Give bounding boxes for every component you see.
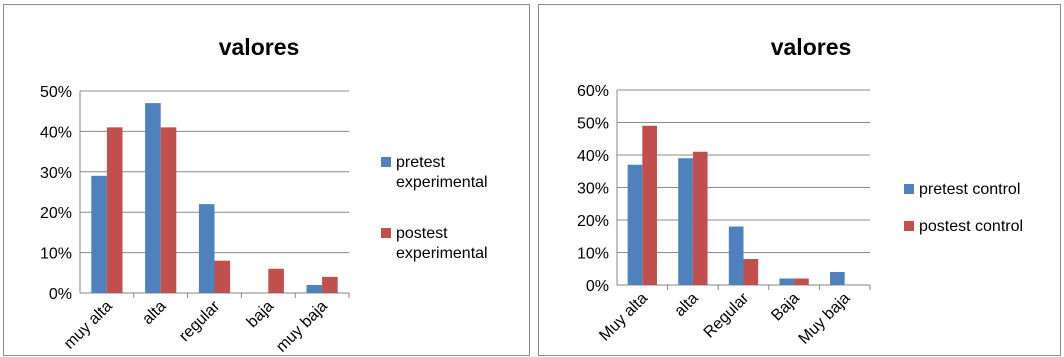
y-tick-label: 50%	[577, 116, 609, 133]
bar-pretest-experimental-muy-alta	[91, 175, 107, 293]
bar-pretest-experimental-muy-baja	[306, 284, 323, 293]
chart-right-svg: valores 0% 10% 20% 30% 40% 50% 60% Muy alta altaR…	[577, 34, 1023, 348]
bar-pretest-control-muy-alta	[627, 164, 643, 285]
x-tick-label: baja	[244, 298, 277, 331]
chart-title: valores	[771, 34, 852, 60]
legend-label: pretest control	[919, 181, 1020, 198]
legend-swatch	[904, 221, 914, 231]
bar-postest-experimental-muy-baja	[322, 276, 338, 293]
x-tick-label: Muy baja	[796, 290, 854, 348]
bar-postest-control-alta	[692, 151, 708, 285]
y-tick-label: 20%	[577, 213, 609, 230]
bar-postest-experimental-regular	[214, 260, 231, 293]
x-tick-label: Baja	[768, 290, 803, 325]
legend-swatch	[904, 184, 914, 194]
x-tick-label: alta	[671, 290, 701, 320]
y-tick-label: 40%	[40, 124, 72, 141]
x-tick-label: muy alta	[61, 298, 116, 353]
x-tick-label: alta	[139, 298, 169, 328]
y-tick-label: 10%	[40, 246, 72, 263]
bar-postest-experimental-muy-alta	[106, 127, 123, 293]
y-tick-label: 40%	[577, 148, 609, 165]
x-tick-label: muy baja	[273, 298, 331, 356]
chart-left-svg: valores 0% 10% 20% 30% 40% 50% muy alta alta regu…	[40, 34, 488, 356]
y-tick-label: 30%	[40, 165, 72, 182]
bar-postest-experimental-alta	[160, 127, 177, 293]
x-tick-label: Muy alta	[596, 290, 651, 345]
y-tick-label: 50%	[40, 84, 72, 101]
y-tick-label: 10%	[577, 246, 609, 263]
chart-title: valores	[219, 34, 300, 60]
legend-label: postest experimental	[396, 225, 488, 262]
legend-swatch	[381, 157, 391, 167]
legend-label: pretest experimental	[396, 154, 488, 191]
bar-postest-control-regular	[743, 259, 759, 285]
bar-pretest-experimental-regular	[198, 204, 215, 293]
y-tick-label: 20%	[40, 205, 72, 222]
bar-pretest-control-muy-baja	[830, 272, 845, 285]
x-tick-label: Regular	[701, 289, 753, 341]
y-tick-label: 0%	[586, 278, 609, 295]
bar-pretest-control-alta	[678, 158, 693, 285]
chart-panel-left: valores 0% 10% 20% 30% 40% 50% muy alta alta regu…	[3, 4, 530, 356]
bar-pretest-control-regular	[728, 226, 744, 285]
bar-pretest-control-baja	[779, 278, 795, 285]
bar-postest-control-muy-alta	[642, 125, 657, 285]
y-tick-label: 0%	[49, 286, 72, 303]
x-tick-label: regular	[176, 297, 224, 345]
chart-panel-right: valores 0% 10% 20% 30% 40% 50% 60% Muy alta alta R…	[538, 4, 1061, 356]
y-tick-label: 30%	[577, 181, 609, 198]
bar-pretest-experimental-alta	[145, 103, 161, 294]
bar-postest-experimental-baja	[268, 268, 284, 293]
legend-swatch	[381, 228, 391, 238]
y-tick-label: 60%	[577, 83, 609, 100]
bar-postest-control-baja	[794, 278, 809, 285]
legend-label: postest control	[919, 218, 1023, 235]
